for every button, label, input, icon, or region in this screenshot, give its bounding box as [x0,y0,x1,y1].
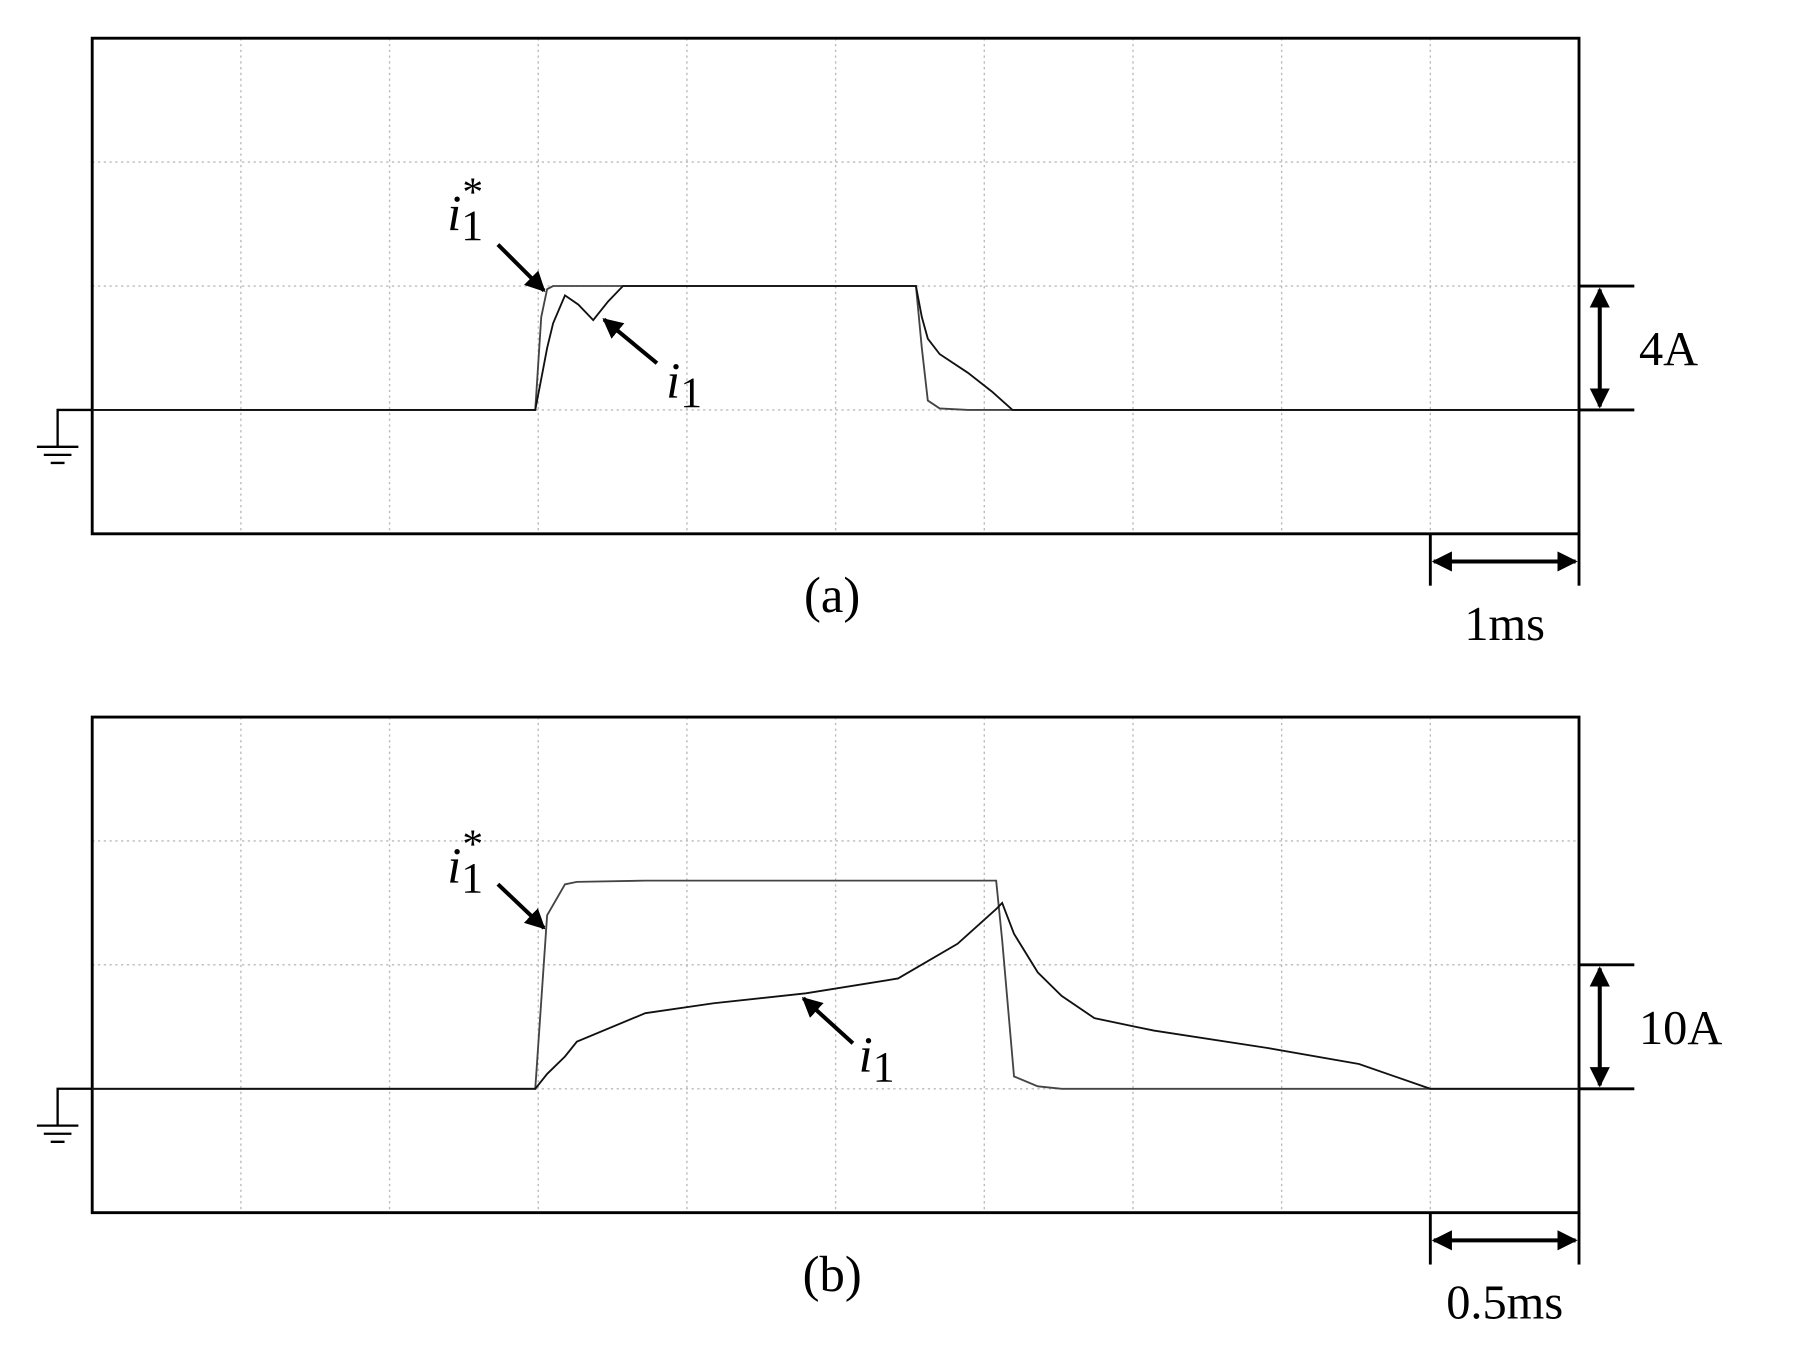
x-scale-label: 1ms [1464,598,1545,651]
label-sup: * [462,168,483,214]
label-arrow [496,882,546,930]
label-arrow [496,243,546,293]
trace-label: i1* [447,168,483,250]
label-main: i [447,186,461,242]
trace-label: i1 [666,353,702,417]
label-arrow [801,996,855,1045]
label-main: i [666,353,680,409]
trace-label: i1 [859,1027,895,1091]
waveform [92,285,1580,411]
label-sup: * [462,821,483,867]
y-scale-label: 10A [1639,1002,1722,1055]
waveform [92,879,1580,1090]
waveform [92,901,1580,1090]
label-main: i [859,1027,873,1083]
caption: (b) [803,1246,862,1302]
label-sub: 1 [873,1043,895,1091]
label-main: i [447,838,461,894]
y-scale-label: 4A [1639,323,1698,376]
label-arrow [602,317,659,365]
x-scale-label: 0.5ms [1446,1277,1563,1330]
label-sub: 1 [461,202,483,250]
ground-symbol [36,1087,93,1143]
label-sub: 1 [680,369,702,417]
trace-label: i1* [447,821,483,903]
label-sub: 1 [461,854,483,902]
caption: (a) [804,567,860,623]
ground-symbol [36,408,93,465]
